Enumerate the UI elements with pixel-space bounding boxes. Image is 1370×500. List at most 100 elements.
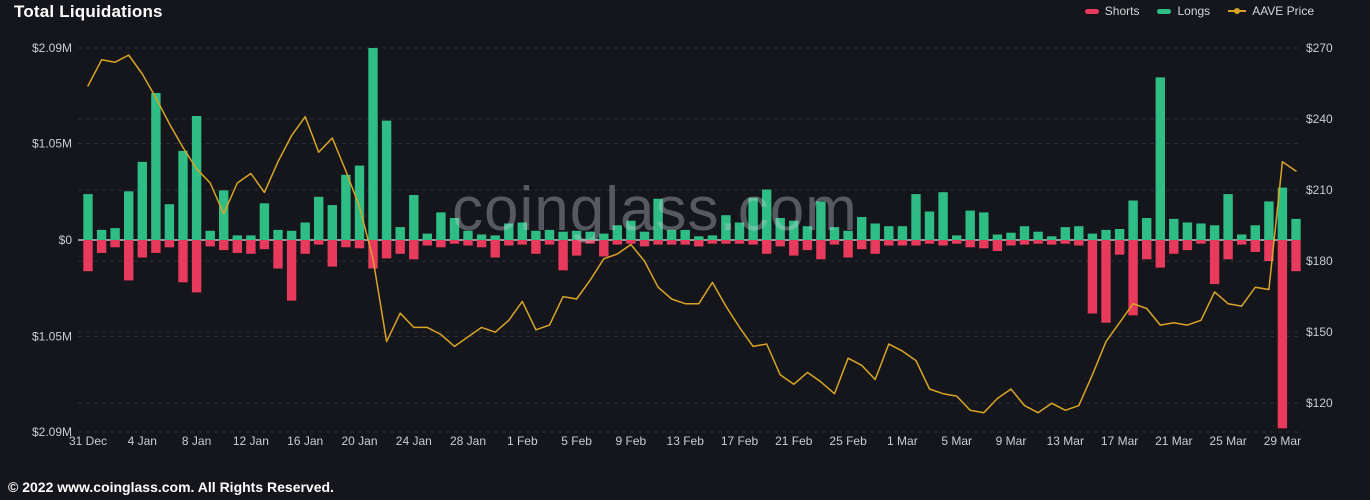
bar-28-jan[interactable] xyxy=(463,230,473,246)
bar-20-mar[interactable] xyxy=(1155,77,1165,268)
bar-4-jan[interactable] xyxy=(137,161,147,258)
bar-10-mar[interactable] xyxy=(1019,226,1030,245)
x-axis-label: 21 Mar xyxy=(1155,434,1192,448)
bar-15-mar[interactable] xyxy=(1087,233,1098,314)
bar-6-mar[interactable] xyxy=(965,210,975,248)
bar-26-feb[interactable] xyxy=(857,217,867,250)
bar-27-mar[interactable] xyxy=(1250,225,1260,252)
bar-23-jan[interactable] xyxy=(395,227,405,254)
bar-22-feb[interactable] xyxy=(802,226,813,251)
bar-22-mar[interactable] xyxy=(1182,222,1193,251)
bar-23-feb[interactable] xyxy=(816,201,826,260)
legend-item-aave-price[interactable]: AAVE Price xyxy=(1228,4,1314,18)
short-bar xyxy=(829,240,840,245)
short-bar xyxy=(178,240,188,283)
bar-21-jan[interactable] xyxy=(368,48,378,269)
bar-18-mar[interactable] xyxy=(1128,200,1138,316)
bar-6-jan[interactable] xyxy=(164,204,175,248)
bar-2-mar[interactable] xyxy=(911,194,921,246)
bar-6-feb[interactable] xyxy=(585,231,595,244)
liquidations-chart[interactable]: $2.09M $1.05M $0 $1.05M $2.09M $270 $240 $210 $1… xyxy=(0,0,1370,460)
bar-26-mar[interactable] xyxy=(1237,234,1247,245)
bar-30-jan[interactable] xyxy=(490,235,500,258)
bar-16-jan[interactable] xyxy=(300,222,310,254)
bar-1-feb[interactable] xyxy=(517,222,527,245)
bar-29-mar[interactable] xyxy=(1277,187,1288,429)
bar-13-mar[interactable] xyxy=(1060,227,1070,244)
bar-14-mar[interactable] xyxy=(1074,226,1084,246)
bar-13-jan[interactable] xyxy=(259,203,270,250)
bar-3-mar[interactable] xyxy=(924,211,935,244)
legend-item-shorts[interactable]: Shorts xyxy=(1084,4,1139,18)
bar-11-jan[interactable] xyxy=(232,235,242,253)
long-bar xyxy=(314,196,324,240)
bar-7-jan[interactable] xyxy=(178,150,188,283)
bar-22-jan[interactable] xyxy=(381,120,392,259)
bar-1-jan[interactable] xyxy=(96,229,107,253)
bar-12-mar[interactable] xyxy=(1047,236,1057,245)
bar-14-jan[interactable] xyxy=(273,229,283,269)
bar-25-feb[interactable] xyxy=(843,230,853,258)
bar-18-feb[interactable] xyxy=(748,197,758,245)
bar-12-feb[interactable] xyxy=(666,229,677,245)
bar-30-mar[interactable] xyxy=(1291,218,1301,272)
bar-19-jan[interactable] xyxy=(341,174,351,248)
bar-18-jan[interactable] xyxy=(327,205,337,267)
bar-10-feb[interactable] xyxy=(639,231,650,247)
bar-20-jan[interactable] xyxy=(354,165,365,249)
bar-24-feb[interactable] xyxy=(829,227,840,245)
bar-26-jan[interactable] xyxy=(436,212,446,248)
bar-21-mar[interactable] xyxy=(1169,218,1179,254)
bar-7-mar[interactable] xyxy=(979,212,989,249)
bar-9-mar[interactable] xyxy=(1006,232,1016,246)
bar-8-jan[interactable] xyxy=(191,116,202,293)
bar-4-feb[interactable] xyxy=(558,231,568,271)
bar-28-feb[interactable] xyxy=(884,226,894,246)
legend-item-longs[interactable]: Longs xyxy=(1157,4,1210,18)
bar-9-jan[interactable] xyxy=(205,230,215,247)
bar-23-mar[interactable] xyxy=(1196,223,1206,244)
bar-16-feb[interactable] xyxy=(721,215,731,244)
bar-13-feb[interactable] xyxy=(680,229,690,245)
bar-27-jan[interactable] xyxy=(449,218,460,244)
bar-8-mar[interactable] xyxy=(992,234,1003,252)
bar-3-feb[interactable] xyxy=(544,229,555,245)
bar-25-mar[interactable] xyxy=(1223,194,1233,260)
bar-17-mar[interactable] xyxy=(1114,229,1125,255)
bar-10-jan[interactable] xyxy=(219,190,229,251)
bar-1-mar[interactable] xyxy=(897,226,908,246)
bar-24-jan[interactable] xyxy=(409,195,419,260)
bar-4-mar[interactable] xyxy=(938,192,948,246)
bar-5-mar[interactable] xyxy=(952,235,962,244)
bar-16-mar[interactable] xyxy=(1101,229,1111,323)
bar-19-mar[interactable] xyxy=(1142,218,1152,260)
bar-5-feb[interactable] xyxy=(571,230,582,256)
bar-31-dec[interactable] xyxy=(83,194,93,272)
bar-9-feb[interactable] xyxy=(626,220,636,244)
bar-17-jan[interactable] xyxy=(314,196,324,245)
bar-19-feb[interactable] xyxy=(762,189,772,254)
bar-2-jan[interactable] xyxy=(110,228,120,248)
bar-11-mar[interactable] xyxy=(1033,231,1043,244)
bar-21-feb[interactable] xyxy=(789,220,799,256)
bar-27-feb[interactable] xyxy=(870,223,880,254)
short-bar xyxy=(476,240,487,248)
bar-24-mar[interactable] xyxy=(1209,225,1220,285)
bar-15-feb[interactable] xyxy=(707,235,718,244)
bar-8-feb[interactable] xyxy=(612,225,622,245)
bar-20-feb[interactable] xyxy=(775,218,785,247)
bar-12-jan[interactable] xyxy=(246,235,256,254)
bar-14-feb[interactable] xyxy=(694,236,704,247)
bar-28-mar[interactable] xyxy=(1264,201,1274,262)
bar-31-jan[interactable] xyxy=(504,223,514,246)
bar-7-feb[interactable] xyxy=(599,233,609,257)
bar-29-jan[interactable] xyxy=(476,234,487,248)
bar-3-jan[interactable] xyxy=(124,191,134,281)
bar-17-feb[interactable] xyxy=(734,222,745,244)
bar-5-jan[interactable] xyxy=(151,93,161,253)
bar-15-jan[interactable] xyxy=(286,230,297,301)
chart-legend: Shorts Longs AAVE Price xyxy=(1084,4,1314,18)
bar-25-jan[interactable] xyxy=(422,233,432,246)
bar-11-feb[interactable] xyxy=(653,198,663,245)
bar-2-feb[interactable] xyxy=(531,230,541,254)
